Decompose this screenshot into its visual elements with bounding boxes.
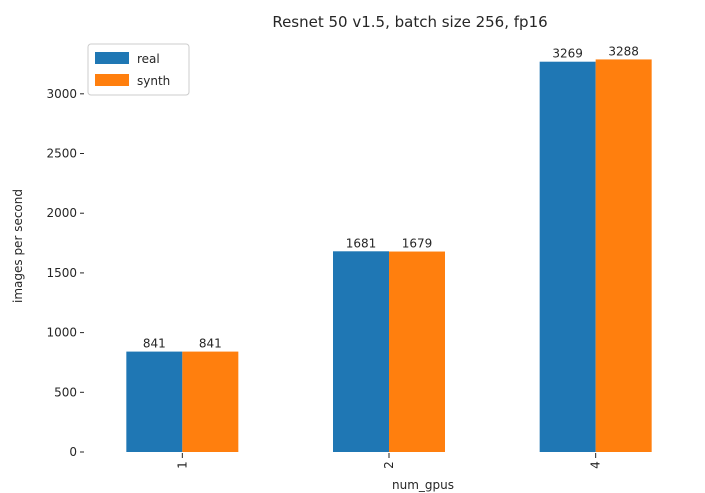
bars — [126, 59, 652, 453]
data-label-real-4: 3269 — [552, 47, 583, 61]
y-tick-label: 2500 — [46, 147, 77, 161]
x-tick-label: 1 — [175, 461, 189, 469]
legend-label-synth: synth — [137, 74, 170, 88]
legend-label-real: real — [137, 52, 160, 66]
y-tick-label: 3000 — [46, 87, 77, 101]
y-tick-label: 1000 — [46, 326, 77, 340]
x-axis-label: num_gpus — [392, 478, 454, 492]
legend-swatch-real — [95, 52, 129, 64]
y-tick-label: 2000 — [46, 206, 77, 220]
x-tick-label: 4 — [589, 461, 603, 469]
y-tick-label: 1500 — [46, 266, 77, 280]
bar-real-1 — [126, 351, 183, 452]
data-label-real-1: 841 — [143, 337, 166, 351]
data-labels: 841 841 1681 1679 3269 3288 — [143, 44, 639, 350]
bar-real-4 — [539, 61, 596, 453]
data-label-synth-4: 3288 — [608, 44, 639, 58]
y-tick-label: 0 — [69, 445, 77, 459]
y-tick-label: 500 — [54, 385, 77, 399]
legend: real synth — [87, 43, 190, 96]
x-tick-label: 2 — [382, 461, 396, 469]
y-axis: 0 500 1000 1500 2000 2500 3000 — [46, 87, 84, 459]
y-axis-label: images per second — [11, 189, 25, 303]
data-label-real-2: 1681 — [346, 236, 377, 250]
bar-synth-2 — [389, 251, 445, 452]
bar-real-2 — [333, 251, 389, 452]
x-axis: 1 2 4 — [175, 453, 603, 469]
chart-title: Resnet 50 v1.5, batch size 256, fp16 — [272, 13, 547, 31]
bar-synth-4 — [595, 59, 652, 452]
legend-swatch-synth — [95, 74, 129, 86]
data-label-synth-1: 841 — [199, 337, 222, 351]
data-label-synth-2: 1679 — [402, 237, 433, 251]
bar-synth-1 — [182, 351, 239, 452]
